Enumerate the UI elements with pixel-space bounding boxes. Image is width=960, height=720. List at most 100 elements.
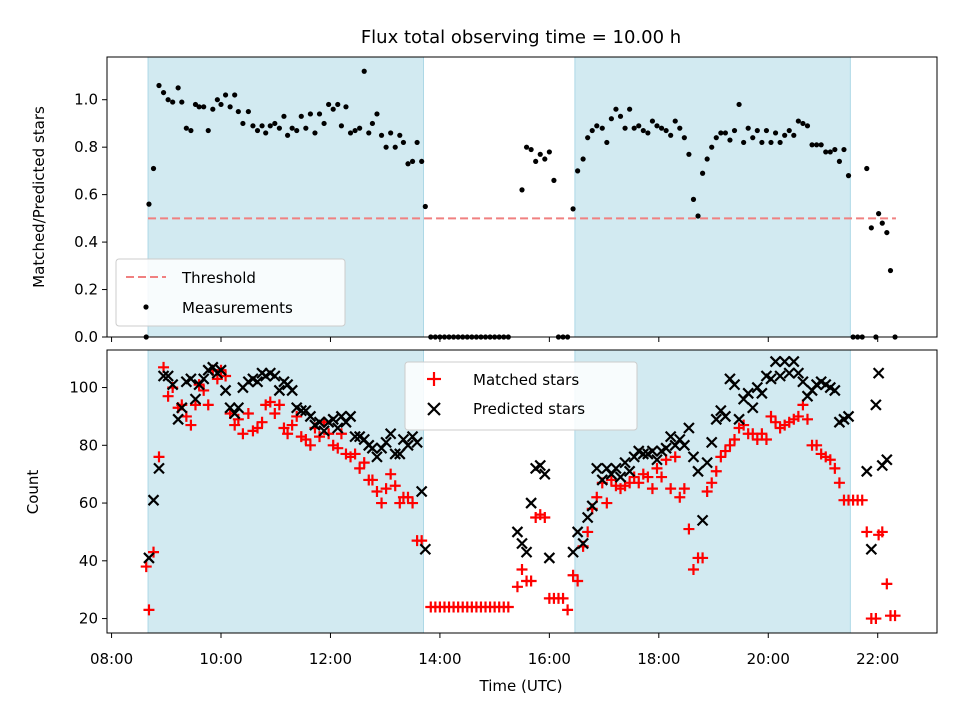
predicted-star-point [683,422,695,434]
ratio-legend: Threshold Measurements [115,258,346,327]
predicted-star-point [525,497,537,509]
matched-star-point [824,454,836,466]
matched-star-point [286,419,298,431]
measurement-point [663,127,669,134]
matched-star-point [140,561,152,573]
measurement-point [800,120,806,127]
count-y-tick-label: 80 [79,436,98,454]
x-tick-label: 08:00 [90,650,133,668]
predicted-star-point [614,471,627,483]
matched-star-point [719,445,731,457]
measurement-point [250,123,256,129]
x-tick-label: 22:00 [856,650,899,668]
measurement-point [165,97,171,103]
predicted-star-point [596,474,609,486]
matched-star-point [402,491,414,503]
matched-star-point [385,468,397,480]
matched-star-point [683,523,695,535]
measurement-point [613,106,619,112]
matched-star-point [710,465,722,477]
measurement-point [814,142,820,148]
measurement-point [298,113,304,119]
measurement-point [392,144,398,150]
measurement-point [400,139,407,146]
matched-star-point [756,428,768,440]
predicted-star-point [157,370,170,382]
predicted-star-point [860,465,873,478]
measurement-point [240,120,246,127]
predicted-star-point [865,543,878,556]
matched-star-point [669,451,681,463]
measurement-point [259,123,265,129]
predicted-star-point [586,500,599,512]
measurement-point [405,161,411,167]
measurement-point [201,104,207,110]
matched-star-point [162,390,174,402]
predicted-star-point [687,451,700,463]
measurement-point [528,146,534,153]
measurement-point [272,120,278,127]
measurement-point [841,146,847,153]
ratio-y-axis-label: Matched/Predicted stars [30,106,48,288]
measurement-point [718,130,724,136]
predicted-star-point [162,370,174,382]
measurement-point [146,201,152,207]
matched-star-point [697,552,709,564]
measurement-point [537,151,543,157]
measurement-point [321,120,327,127]
measurement-point [409,158,416,165]
measurement-point [170,99,176,105]
figure-title: Flux total observing time = 10.00 h [361,27,681,48]
measurement-point [879,220,885,226]
measurement-point [772,130,779,136]
measurement-point [672,118,678,124]
legend-measurements-swatch [143,304,149,310]
predicted-star-point [881,453,893,466]
predicted-star-point [591,462,603,475]
predicted-star-point [705,436,718,449]
predicted-star-point [783,367,796,379]
x-tick-label: 20:00 [747,650,790,668]
matched-star-point [291,410,303,422]
measurement-point [214,97,220,103]
measurement-point [668,132,674,138]
measurement-point [179,99,185,105]
predicted-star-point [829,384,841,397]
measurement-point [750,135,756,141]
measurement-point [864,165,870,172]
matched-star-point [605,474,617,486]
legend-predicted-swatch [427,402,441,416]
predicted-star-point [176,401,188,414]
x-axis-label: Time (UTC) [479,677,563,695]
predicted-star-point [189,393,202,405]
matched-star-point [889,610,901,622]
measurement-point [640,127,646,134]
predicted-star-point [701,456,713,469]
measurement-point [836,158,843,165]
measurement-point [884,229,890,236]
matched-star-point [185,419,197,431]
matched-star-point [332,442,344,454]
measurement-point [868,225,874,231]
matched-star-point [394,497,406,509]
measurement-point [414,139,420,146]
predicted-star-point [228,407,241,420]
predicted-star-point [286,384,298,397]
matched-star-point [760,434,772,446]
measurement-point [876,211,882,217]
matched-star-point [582,526,594,538]
predicted-star-point [719,410,732,423]
matched-star-point [300,434,312,446]
matched-star-point [765,410,777,422]
count-y-tick-label: 40 [79,552,98,570]
count-legend-box [404,361,638,431]
matched-star-point [264,396,276,408]
measurement-point [196,104,202,110]
predicted-star-point [419,543,432,556]
predicted-star-point [147,494,160,506]
predicted-star-point [349,430,361,443]
measurement-point [542,156,548,162]
predicted-star-point [197,373,210,385]
ratio-y-tick-label: 0.6 [74,186,98,204]
count-y-axis-label: Count [24,470,42,515]
